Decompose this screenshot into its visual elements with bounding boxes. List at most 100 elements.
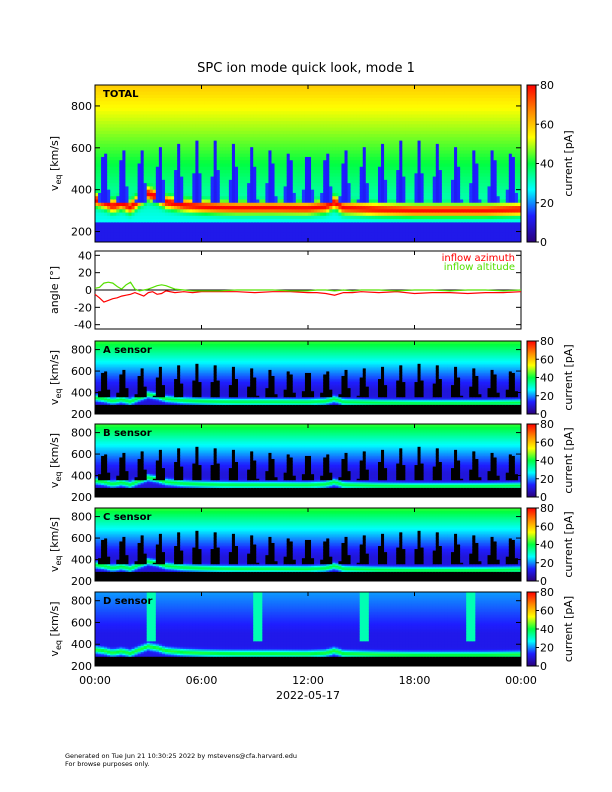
y-tick-label: 200 [71, 226, 92, 239]
spectrogram-panel-total: 200 400 600 800 veq [km/s] TOTAL 0 20 40 60 80 curr… [48, 79, 575, 249]
y-tick-label: 800 [71, 100, 92, 113]
x-tick-label: 06:00 [186, 674, 218, 687]
y-tick-label: 400 [71, 554, 92, 567]
y-tick-label: 400 [71, 184, 92, 197]
colorbar-tick-label: 60 [540, 605, 554, 618]
y-tick-label: 200 [71, 491, 92, 504]
colorbar-tick-label: 20 [540, 642, 554, 655]
x-tick-label: 12:00 [292, 674, 324, 687]
colorbar-label: current [pA] [562, 511, 575, 577]
colorbar-tick-label: 0 [540, 575, 547, 588]
x-axis-label: 2022-05-17 [276, 689, 340, 702]
colorbar-tick-label: 80 [540, 79, 554, 92]
colorbar-tick-label: 20 [540, 390, 554, 403]
y-tick-label: 800 [71, 344, 92, 357]
y-tick-label: 600 [71, 616, 92, 629]
colorbar: 0 20 40 60 80 current [pA] [526, 586, 575, 673]
colorbar-tick-label: 80 [540, 418, 554, 431]
y-axis-label: veq [km/s] [48, 136, 63, 191]
footer-generated: Generated on Tue Jun 21 10:30:25 2022 by… [65, 752, 297, 760]
footer: Generated on Tue Jun 21 10:30:25 2022 by… [65, 752, 297, 768]
y-axis-label: veq [km/s] [48, 601, 63, 656]
colorbar-tick-label: 60 [540, 520, 554, 533]
spectrogram-image [95, 508, 522, 582]
y-tick-label: 600 [71, 142, 92, 155]
colorbar-gradient [526, 84, 537, 243]
panel-label: B sensor [103, 428, 152, 439]
y-tick-label: -40 [74, 319, 92, 332]
spectrogram-image [95, 341, 522, 415]
y-tick-label: 40 [78, 249, 92, 262]
angle-panel: -40 -20 0 20 40 angle [°] inflow azimuthinflow… [48, 249, 522, 332]
y-tick-label: 200 [71, 660, 92, 673]
panel-label: A sensor [103, 345, 152, 356]
colorbar-label: current [pA] [562, 427, 575, 493]
y-axis-label: angle [°] [48, 266, 61, 314]
legend-entry: inflow altitude [444, 262, 515, 273]
colorbar-tick-label: 0 [540, 491, 547, 504]
y-tick-label: 400 [71, 638, 92, 651]
colorbar-tick-label: 20 [540, 557, 554, 570]
spectrogram-image [95, 424, 522, 498]
colorbar-tick-label: 40 [540, 623, 554, 636]
colorbar-tick-label: 0 [540, 660, 547, 673]
y-tick-label: 400 [71, 470, 92, 483]
spectrogram-panel-b: 200 400 600 800 veq [km/s] B sensor 0 20 40 60 80 c… [48, 418, 575, 504]
colorbar-tick-label: 80 [540, 335, 554, 348]
footer-browse: For browse purposes only. [65, 760, 297, 768]
colorbar-tick-label: 80 [540, 586, 554, 599]
y-tick-label: 400 [71, 387, 92, 400]
spectrogram-panel-d: 200 400 600 800 veq [km/s] D sensor 0 20 40 60 80 c… [48, 586, 575, 673]
x-tick-label: 18:00 [399, 674, 431, 687]
colorbar-gradient [526, 591, 537, 667]
series-line-inflow-azimuth [94, 290, 522, 303]
spectrogram-image [95, 85, 522, 243]
y-axis-label: veq [km/s] [48, 350, 63, 405]
y-tick-label: 600 [71, 448, 92, 461]
panel-label: TOTAL [103, 89, 139, 100]
y-axis-label: veq [km/s] [48, 433, 63, 488]
chart-title: SPC ion mode quick look, mode 1 [197, 61, 415, 76]
y-tick-label: 20 [78, 267, 92, 280]
x-tick-label: 00:00 [79, 674, 111, 687]
colorbar: 0 20 40 60 80 current [pA] [526, 418, 575, 504]
colorbar-gradient [526, 423, 537, 498]
spectrogram-panel-c: 200 400 600 800 veq [km/s] C sensor 0 20 40 60 80 c… [48, 502, 575, 588]
colorbar-tick-label: 0 [540, 236, 547, 249]
y-tick-label: 200 [71, 408, 92, 421]
colorbar-tick-label: 60 [540, 118, 554, 131]
y-tick-label: 800 [71, 511, 92, 524]
y-tick-label: 800 [71, 427, 92, 440]
spectrogram-panel-a: 200 400 600 800 veq [km/s] A sensor 0 20 40 60 80 c… [48, 335, 575, 421]
colorbar-tick-label: 20 [540, 197, 554, 210]
colorbar: 0 20 40 60 80 current [pA] [526, 335, 575, 421]
colorbar-tick-label: 20 [540, 473, 554, 486]
colorbar-tick-label: 40 [540, 539, 554, 552]
colorbar-tick-label: 40 [540, 372, 554, 385]
colorbar-tick-label: 60 [540, 353, 554, 366]
colorbar-tick-label: 40 [540, 158, 554, 171]
colorbar-tick-label: 0 [540, 408, 547, 421]
series-line-inflow-altitude [94, 281, 522, 292]
x-axis: 00:00 06:00 12:00 18:00 00:00 2022-05-17 [79, 674, 537, 702]
colorbar-tick-label: 60 [540, 436, 554, 449]
y-tick-label: -20 [74, 301, 92, 314]
panel-label: C sensor [103, 512, 151, 523]
y-tick-label: 800 [71, 595, 92, 608]
colorbar-tick-label: 40 [540, 455, 554, 468]
colorbar-tick-label: 80 [540, 502, 554, 515]
x-tick-label: 00:00 [505, 674, 537, 687]
y-tick-label: 0 [85, 284, 92, 297]
y-axis-label: veq [km/s] [48, 517, 63, 572]
y-tick-label: 600 [71, 365, 92, 378]
colorbar-label: current [pA] [562, 596, 575, 662]
panel-label: D sensor [103, 596, 152, 607]
spectrogram-image [95, 592, 522, 667]
colorbar-gradient [526, 340, 537, 415]
y-tick-label: 600 [71, 532, 92, 545]
y-tick-label: 200 [71, 575, 92, 588]
colorbar: 0 20 40 60 80 current [pA] [526, 79, 575, 249]
colorbar-gradient [526, 507, 537, 582]
